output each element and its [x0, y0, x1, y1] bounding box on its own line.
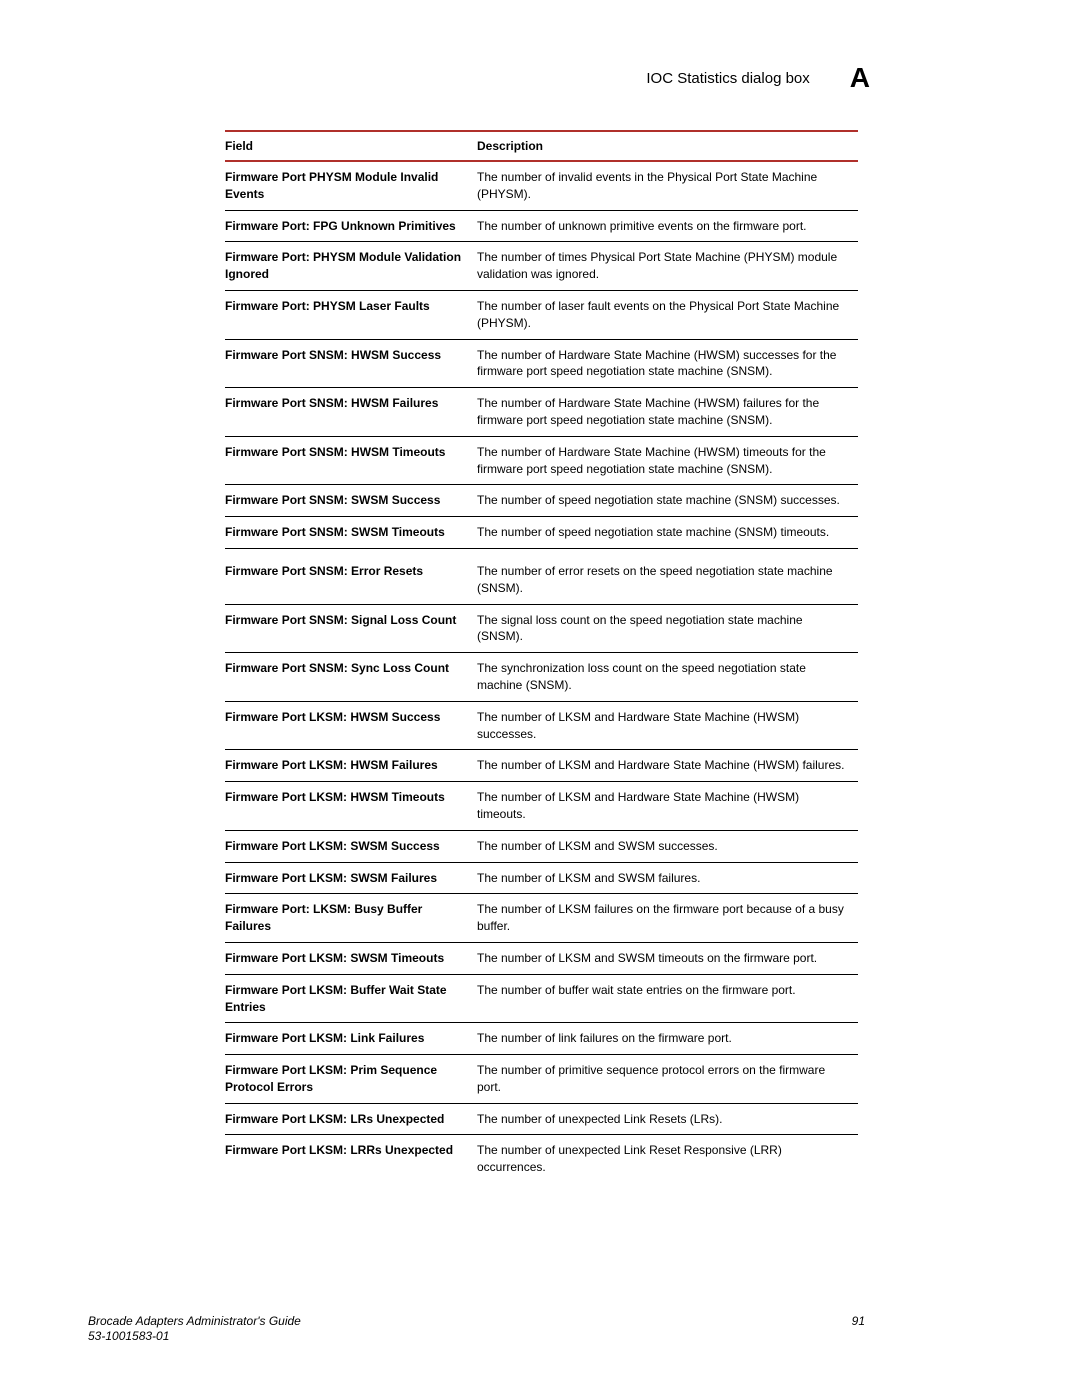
- field-cell: Firmware Port: LKSM: Busy Buffer Failure…: [225, 894, 477, 943]
- field-cell: Firmware Port: FPG Unknown Primitives: [225, 210, 477, 242]
- page-header: IOC Statistics dialog box A: [646, 62, 870, 94]
- table-row: Firmware Port PHYSM Module Invalid Event…: [225, 161, 858, 210]
- table-row: Firmware Port LKSM: LRRs UnexpectedThe n…: [225, 1135, 858, 1183]
- field-cell: Firmware Port LKSM: Link Failures: [225, 1023, 477, 1055]
- table-row: Firmware Port SNSM: SWSM TimeoutsThe num…: [225, 517, 858, 549]
- field-cell: Firmware Port LKSM: Buffer Wait State En…: [225, 974, 477, 1023]
- description-cell: The number of LKSM and SWSM successes.: [477, 830, 858, 862]
- table-row: Firmware Port LKSM: Prim Sequence Protoc…: [225, 1055, 858, 1104]
- field-cell: Firmware Port SNSM: SWSM Timeouts: [225, 517, 477, 549]
- description-cell: The number of laser fault events on the …: [477, 290, 858, 339]
- field-cell: Firmware Port LKSM: HWSM Failures: [225, 750, 477, 782]
- description-cell: The number of LKSM failures on the firmw…: [477, 894, 858, 943]
- header-title: IOC Statistics dialog box: [646, 70, 809, 87]
- table-row: Firmware Port LKSM: SWSM FailuresThe num…: [225, 862, 858, 894]
- field-cell: Firmware Port: PHYSM Laser Faults: [225, 290, 477, 339]
- field-cell: Firmware Port SNSM: HWSM Failures: [225, 388, 477, 437]
- table-row: Firmware Port SNSM: HWSM SuccessThe numb…: [225, 339, 858, 388]
- description-cell: The number of invalid events in the Phys…: [477, 161, 858, 210]
- footer-doc-number: 53-1001583-01: [88, 1329, 301, 1345]
- field-cell: Firmware Port LKSM: HWSM Timeouts: [225, 782, 477, 831]
- description-cell: The number of primitive sequence protoco…: [477, 1055, 858, 1104]
- field-cell: Firmware Port LKSM: SWSM Failures: [225, 862, 477, 894]
- table-row: Firmware Port LKSM: SWSM SuccessThe numb…: [225, 830, 858, 862]
- field-cell: Firmware Port LKSM: Prim Sequence Protoc…: [225, 1055, 477, 1104]
- statistics-table: Field Description Firmware Port PHYSM Mo…: [225, 132, 858, 1183]
- description-cell: The number of Hardware State Machine (HW…: [477, 436, 858, 485]
- description-cell: The number of speed negotiation state ma…: [477, 517, 858, 549]
- table-row: Firmware Port SNSM: Sync Loss CountThe s…: [225, 653, 858, 702]
- description-cell: The number of error resets on the speed …: [477, 548, 858, 604]
- field-cell: Firmware Port LKSM: SWSM Success: [225, 830, 477, 862]
- field-cell: Firmware Port LKSM: SWSM Timeouts: [225, 942, 477, 974]
- description-cell: The number of unexpected Link Reset Resp…: [477, 1135, 858, 1183]
- description-cell: The number of buffer wait state entries …: [477, 974, 858, 1023]
- table-row: Firmware Port LKSM: HWSM FailuresThe num…: [225, 750, 858, 782]
- table-row: Firmware Port LKSM: LRs UnexpectedThe nu…: [225, 1103, 858, 1135]
- description-cell: The number of link failures on the firmw…: [477, 1023, 858, 1055]
- field-cell: Firmware Port SNSM: Signal Loss Count: [225, 604, 477, 653]
- table-row: Firmware Port: LKSM: Busy Buffer Failure…: [225, 894, 858, 943]
- table-row: Firmware Port LKSM: HWSM SuccessThe numb…: [225, 701, 858, 750]
- table-row: Firmware Port: PHYSM Module Validation I…: [225, 242, 858, 291]
- table-row: Firmware Port SNSM: Signal Loss CountThe…: [225, 604, 858, 653]
- field-cell: Firmware Port SNSM: Sync Loss Count: [225, 653, 477, 702]
- statistics-table-container: Field Description Firmware Port PHYSM Mo…: [225, 130, 858, 1183]
- description-cell: The number of speed negotiation state ma…: [477, 485, 858, 517]
- table-row: Firmware Port SNSM: HWSM TimeoutsThe num…: [225, 436, 858, 485]
- table-row: Firmware Port SNSM: Error ResetsThe numb…: [225, 548, 858, 604]
- table-header-row: Field Description: [225, 132, 858, 161]
- description-cell: The number of LKSM and Hardware State Ma…: [477, 701, 858, 750]
- description-cell: The signal loss count on the speed negot…: [477, 604, 858, 653]
- field-cell: Firmware Port SNSM: HWSM Success: [225, 339, 477, 388]
- description-cell: The number of unexpected Link Resets (LR…: [477, 1103, 858, 1135]
- table-row: Firmware Port: FPG Unknown PrimitivesThe…: [225, 210, 858, 242]
- footer-doc-title: Brocade Adapters Administrator's Guide: [88, 1314, 301, 1330]
- field-cell: Firmware Port LKSM: LRs Unexpected: [225, 1103, 477, 1135]
- description-cell: The number of LKSM and SWSM failures.: [477, 862, 858, 894]
- table-row: Firmware Port LKSM: Link FailuresThe num…: [225, 1023, 858, 1055]
- description-cell: The number of Hardware State Machine (HW…: [477, 339, 858, 388]
- description-cell: The number of LKSM and Hardware State Ma…: [477, 782, 858, 831]
- field-cell: Firmware Port: PHYSM Module Validation I…: [225, 242, 477, 291]
- description-cell: The number of LKSM and SWSM timeouts on …: [477, 942, 858, 974]
- table-row: Firmware Port: PHYSM Laser FaultsThe num…: [225, 290, 858, 339]
- field-cell: Firmware Port PHYSM Module Invalid Event…: [225, 161, 477, 210]
- appendix-letter: A: [850, 62, 870, 94]
- field-cell: Firmware Port SNSM: SWSM Success: [225, 485, 477, 517]
- description-cell: The number of Hardware State Machine (HW…: [477, 388, 858, 437]
- column-header-description: Description: [477, 132, 858, 161]
- table-row: Firmware Port LKSM: HWSM TimeoutsThe num…: [225, 782, 858, 831]
- page-footer: Brocade Adapters Administrator's Guide 5…: [88, 1314, 865, 1345]
- description-cell: The number of LKSM and Hardware State Ma…: [477, 750, 858, 782]
- field-cell: Firmware Port SNSM: Error Resets: [225, 548, 477, 604]
- footer-doc-info: Brocade Adapters Administrator's Guide 5…: [88, 1314, 301, 1345]
- column-header-field: Field: [225, 132, 477, 161]
- table-row: Firmware Port SNSM: HWSM FailuresThe num…: [225, 388, 858, 437]
- field-cell: Firmware Port SNSM: HWSM Timeouts: [225, 436, 477, 485]
- footer-page-number: 91: [852, 1314, 865, 1328]
- description-cell: The number of times Physical Port State …: [477, 242, 858, 291]
- table-row: Firmware Port LKSM: SWSM TimeoutsThe num…: [225, 942, 858, 974]
- description-cell: The synchronization loss count on the sp…: [477, 653, 858, 702]
- table-row: Firmware Port LKSM: Buffer Wait State En…: [225, 974, 858, 1023]
- field-cell: Firmware Port LKSM: LRRs Unexpected: [225, 1135, 477, 1183]
- table-row: Firmware Port SNSM: SWSM SuccessThe numb…: [225, 485, 858, 517]
- field-cell: Firmware Port LKSM: HWSM Success: [225, 701, 477, 750]
- description-cell: The number of unknown primitive events o…: [477, 210, 858, 242]
